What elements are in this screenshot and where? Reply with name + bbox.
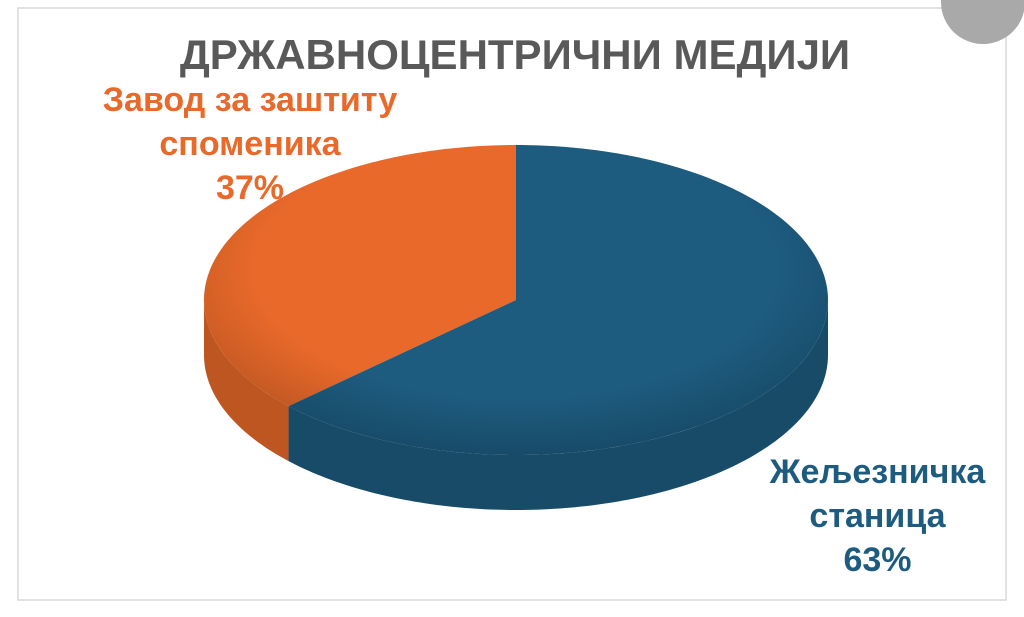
slice-label: Завод за заштиту споменика 37% [80, 78, 420, 210]
pie [204, 145, 829, 510]
slice-side [204, 300, 289, 462]
slice-side [288, 300, 829, 510]
value-label: 63% [843, 541, 912, 579]
category-label: Жељезничка станица [769, 453, 986, 535]
slice-label: Жељезничка станица 63% [745, 450, 1010, 582]
value-label: 37% [215, 169, 285, 207]
category-label: Завод за заштиту споменика [102, 81, 398, 163]
slice-shading [204, 145, 828, 455]
frame [17, 7, 1007, 601]
corner-circle [941, 0, 1024, 44]
chart-title: ДРЖАВНОЦЕНТРИЧНИ МЕДИЈИ [180, 31, 850, 78]
